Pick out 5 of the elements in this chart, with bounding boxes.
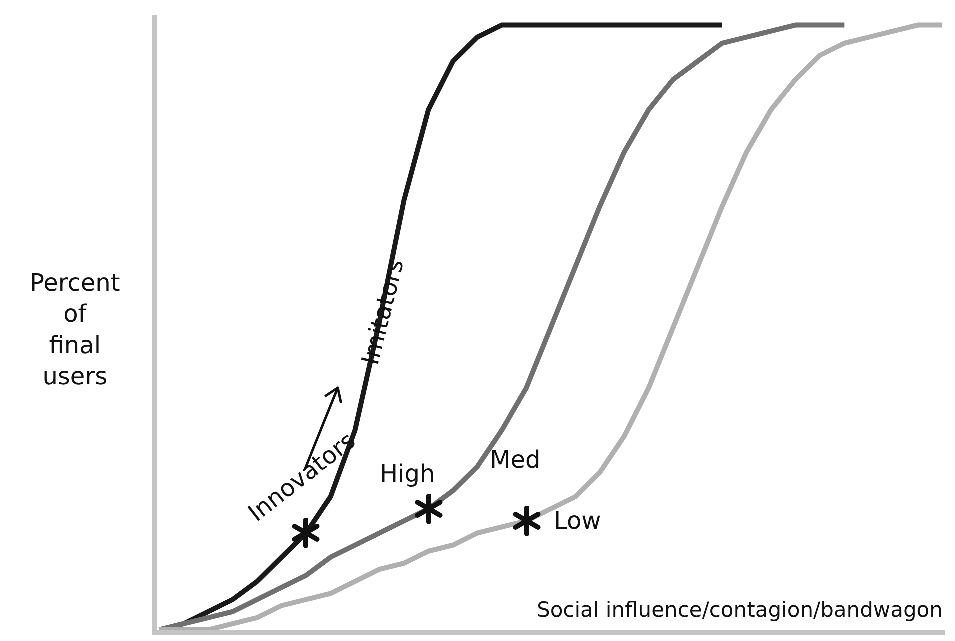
y-axis-title: Percent of final users xyxy=(30,269,120,391)
annotation: Med xyxy=(490,446,541,474)
annotation: Low xyxy=(554,507,602,535)
x-axis-title: Social influence/contagion/bandwagon xyxy=(537,598,943,622)
annotation: High xyxy=(380,460,436,488)
